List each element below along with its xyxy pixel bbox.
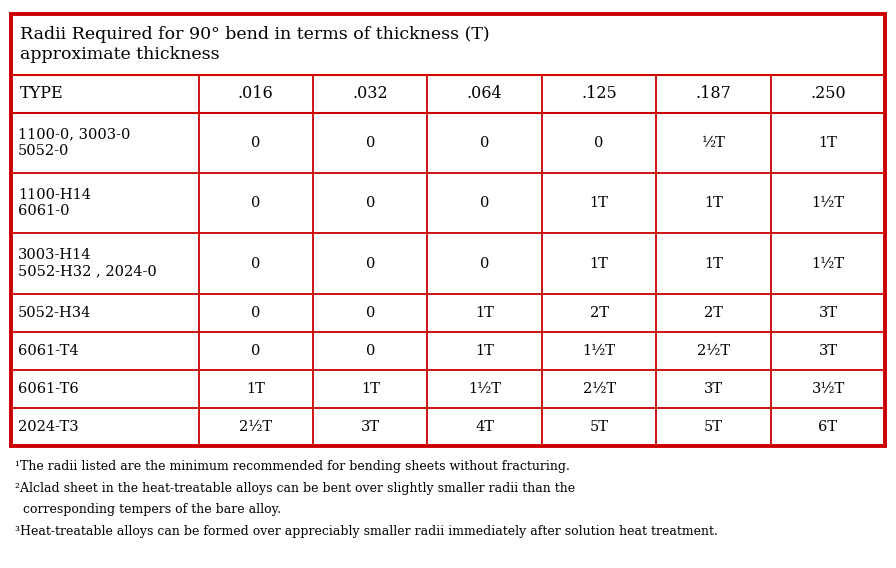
Text: .250: .250 xyxy=(810,85,846,102)
Text: 1½T: 1½T xyxy=(582,344,616,358)
Text: 0: 0 xyxy=(480,136,489,150)
Text: 1T: 1T xyxy=(590,196,608,210)
Text: 5052-H34: 5052-H34 xyxy=(18,306,91,320)
Text: 1T: 1T xyxy=(704,196,723,210)
Text: 0: 0 xyxy=(480,196,489,210)
Text: 1100-H14
6061-0: 1100-H14 6061-0 xyxy=(18,188,90,218)
Text: 3003-H14
5052-H32 , 2024-0: 3003-H14 5052-H32 , 2024-0 xyxy=(18,248,157,279)
Text: ½T: ½T xyxy=(702,136,726,150)
Text: 1T: 1T xyxy=(246,382,265,396)
Text: 1T: 1T xyxy=(475,344,494,358)
Text: ¹The radii listed are the minimum recommended for bending sheets without fractur: ¹The radii listed are the minimum recomm… xyxy=(15,460,570,473)
Text: 3T: 3T xyxy=(361,420,380,434)
Text: 0: 0 xyxy=(251,257,261,270)
Text: Radii Required for 90° bend in terms of thickness (T)
approximate thickness: Radii Required for 90° bend in terms of … xyxy=(20,26,489,62)
Text: 1½T: 1½T xyxy=(812,257,845,270)
Text: 1½T: 1½T xyxy=(812,196,845,210)
Text: 0: 0 xyxy=(366,196,375,210)
Text: 4T: 4T xyxy=(475,420,495,434)
Text: 2T: 2T xyxy=(704,306,723,320)
Text: 0: 0 xyxy=(594,136,604,150)
Text: 0: 0 xyxy=(251,306,261,320)
Text: 0: 0 xyxy=(366,344,375,358)
Text: 0: 0 xyxy=(251,196,261,210)
Text: 1T: 1T xyxy=(704,257,723,270)
Text: 2024-T3: 2024-T3 xyxy=(18,420,79,434)
Text: 6T: 6T xyxy=(818,420,838,434)
Text: 0: 0 xyxy=(480,257,489,270)
Text: TYPE: TYPE xyxy=(20,85,64,102)
Text: .064: .064 xyxy=(467,85,503,102)
Text: 0: 0 xyxy=(366,306,375,320)
Text: ²Alclad sheet in the heat-treatable alloys can be bent over slightly smaller rad: ²Alclad sheet in the heat-treatable allo… xyxy=(15,482,575,495)
Text: 2½T: 2½T xyxy=(239,420,272,434)
Text: 2½T: 2½T xyxy=(697,344,730,358)
Text: 5T: 5T xyxy=(704,420,723,434)
Text: 6061-T6: 6061-T6 xyxy=(18,382,79,396)
Text: 3T: 3T xyxy=(818,306,838,320)
Text: 3T: 3T xyxy=(818,344,838,358)
Text: corresponding tempers of the bare alloy.: corresponding tempers of the bare alloy. xyxy=(15,503,281,516)
Text: .032: .032 xyxy=(352,85,388,102)
Text: .187: .187 xyxy=(695,85,731,102)
Text: 5T: 5T xyxy=(590,420,608,434)
Text: 0: 0 xyxy=(251,344,261,358)
Text: 0: 0 xyxy=(366,136,375,150)
Text: 0: 0 xyxy=(251,136,261,150)
Text: .016: .016 xyxy=(238,85,273,102)
Text: 2T: 2T xyxy=(590,306,608,320)
Text: 1T: 1T xyxy=(590,257,608,270)
Text: 1½T: 1½T xyxy=(469,382,501,396)
Text: 1T: 1T xyxy=(819,136,838,150)
Text: 3½T: 3½T xyxy=(812,382,845,396)
Text: 1T: 1T xyxy=(475,306,494,320)
Text: 6061-T4: 6061-T4 xyxy=(18,344,79,358)
Text: 3T: 3T xyxy=(704,382,723,396)
Text: ³Heat-treatable alloys can be formed over appreciably smaller radii immediately : ³Heat-treatable alloys can be formed ove… xyxy=(15,525,718,538)
Text: 2½T: 2½T xyxy=(582,382,616,396)
Text: 1100-0, 3003-0
5052-0: 1100-0, 3003-0 5052-0 xyxy=(18,128,130,158)
Text: .125: .125 xyxy=(582,85,617,102)
Text: 1T: 1T xyxy=(361,382,380,396)
Text: 0: 0 xyxy=(366,257,375,270)
